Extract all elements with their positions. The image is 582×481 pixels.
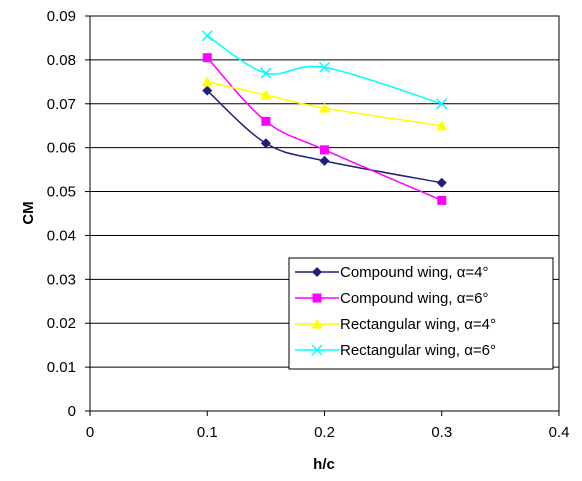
data-point xyxy=(318,61,331,73)
series-line xyxy=(206,35,442,105)
y-tick-label: 0.06 xyxy=(47,140,76,157)
data-point xyxy=(320,145,329,155)
series-2 xyxy=(202,53,447,205)
data-point xyxy=(201,30,213,42)
legend-marker xyxy=(312,267,322,277)
data-point xyxy=(260,138,271,149)
legend-item: Compound wing, α=6° xyxy=(295,290,489,307)
plot-border xyxy=(89,15,560,412)
data-point xyxy=(319,102,330,113)
legend-item: Compound wing, α=4° xyxy=(295,264,489,281)
axes xyxy=(85,15,560,416)
data-point xyxy=(437,195,447,205)
legend-label: Compound wing, α=6° xyxy=(340,290,489,307)
y-tick-label: 0.01 xyxy=(47,359,76,376)
legend-label: Rectangular wing, α=4° xyxy=(340,316,496,333)
legend-marker xyxy=(311,344,323,356)
data-point xyxy=(436,98,448,110)
series-line xyxy=(206,90,442,184)
data-point xyxy=(261,116,271,126)
legend: Compound wing, α=4° Compound wing, α=6° Re… xyxy=(288,257,554,370)
x-tick-label: 0.3 xyxy=(431,424,452,441)
y-tick-label: 0.04 xyxy=(47,227,76,244)
legend-marker xyxy=(312,293,322,303)
y-tick-label: 0.05 xyxy=(47,184,76,201)
y-tick-label: 0.09 xyxy=(47,8,76,25)
legend-item: Rectangular wing, α=4° xyxy=(295,316,496,333)
data-point xyxy=(436,177,447,188)
x-tick-label: 0 xyxy=(86,424,94,441)
data-point xyxy=(201,76,213,87)
y-tick-labels: 0 0.01 0.02 0.03 0.04 0.05 0.06 0.07 0.08 0.09 xyxy=(47,8,76,420)
series-3 xyxy=(201,76,448,131)
y-tick-label: 0.03 xyxy=(47,271,76,288)
legend-marker xyxy=(311,318,323,329)
y-tick-label: 0.08 xyxy=(47,52,76,69)
legend-item: Rectangular wing, α=6° xyxy=(295,342,496,359)
legend-label: Compound wing, α=4° xyxy=(340,264,489,281)
x-tick-label: 0.1 xyxy=(197,424,218,441)
data-point xyxy=(319,155,330,166)
y-tick-label: 0.02 xyxy=(47,315,76,332)
data-point xyxy=(202,53,212,63)
y-axis-title: CM xyxy=(20,201,37,224)
data-point xyxy=(202,85,213,96)
series-layer xyxy=(201,30,448,205)
x-axis-title: h/c xyxy=(313,456,335,473)
series-line xyxy=(207,81,442,127)
series-4 xyxy=(201,30,448,110)
x-tick-label: 0.4 xyxy=(549,424,570,441)
x-tick-labels: 0 0.1 0.2 0.3 0.4 xyxy=(86,424,570,441)
y-tick-label: 0.07 xyxy=(47,96,76,113)
data-point xyxy=(436,120,448,131)
y-tick-label: 0 xyxy=(68,403,76,420)
legend-label: Rectangular wing, α=6° xyxy=(340,342,496,359)
data-point xyxy=(260,67,272,79)
series-line xyxy=(206,57,443,202)
x-tick-label: 0.2 xyxy=(314,424,335,441)
series-1 xyxy=(202,85,447,188)
data-point xyxy=(260,89,272,100)
